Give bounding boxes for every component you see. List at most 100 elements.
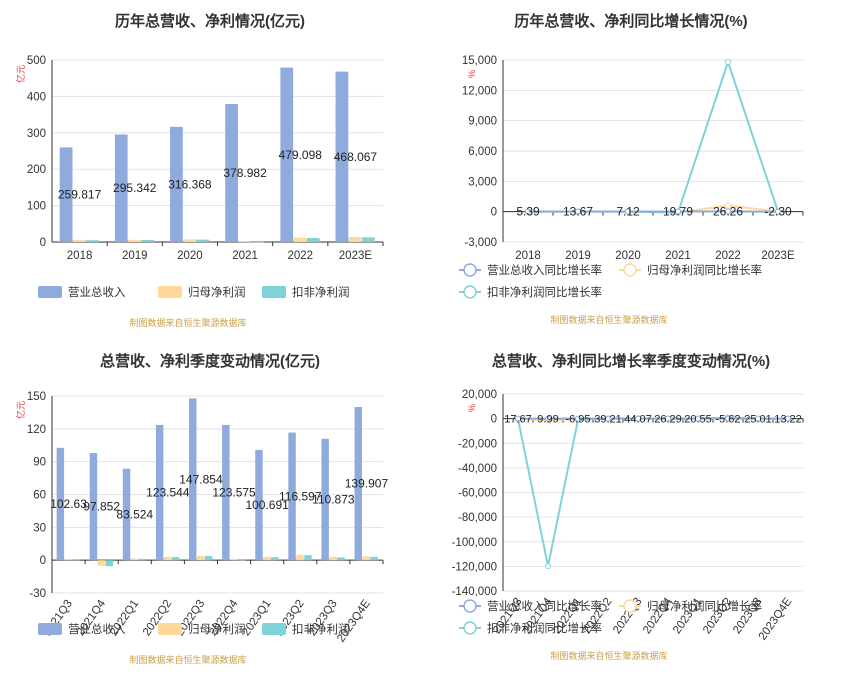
legend-label: 扣非净利润 — [292, 622, 350, 636]
data-point — [725, 202, 731, 209]
bar — [97, 560, 106, 566]
data-point — [575, 208, 581, 215]
bar — [204, 556, 213, 561]
legend-label: 营业总收入同比增长率 — [487, 263, 602, 277]
y-tick-label: 9,000 — [468, 116, 497, 128]
bar — [72, 559, 80, 561]
x-tick-label: 2020 — [177, 250, 203, 262]
chart-quarterly-growth: 总营收、净利同比增长率季度变动情况(%)% -140,000 -120,000 -10… — [452, 352, 804, 661]
legend-label: 扣非净利润同比增长率 — [487, 285, 602, 299]
legend-swatch-marker — [623, 263, 637, 277]
bar — [122, 468, 131, 561]
bar — [370, 556, 378, 561]
bar — [171, 557, 180, 561]
bar — [163, 556, 172, 561]
data-label: 100.691 — [245, 498, 289, 512]
y-tick-label: -80,000 — [458, 512, 497, 524]
data-point — [775, 208, 781, 215]
y-tick-label: -3,000 — [464, 237, 497, 249]
x-tick-label: 2022 — [287, 250, 313, 262]
chart-title: 历年总营收、净利情况(亿元) — [115, 12, 305, 30]
data-label: 17.67 — [504, 414, 532, 426]
y-tick-label: 3,000 — [468, 176, 497, 188]
data-point — [625, 208, 631, 215]
bar — [170, 126, 183, 242]
bar — [293, 237, 307, 242]
data-label: 479.098 — [279, 148, 323, 162]
data-label: 378.982 — [223, 166, 267, 180]
bar — [138, 558, 147, 561]
panel-annual-growth: 历年总营收、净利同比增长情况(%)% -3,000 0 3,000 6,000 9,000… — [421, 0, 842, 340]
bar — [271, 557, 279, 561]
bar — [321, 438, 329, 561]
x-tick-label: 2021 — [232, 250, 258, 262]
bar — [155, 424, 164, 561]
bar — [362, 237, 375, 242]
legend-swatch — [262, 623, 286, 635]
bar — [304, 555, 312, 561]
bar — [263, 556, 271, 561]
data-label: 123.544 — [146, 486, 190, 500]
data-label: 13.67 — [563, 205, 593, 219]
data-label: 116.597 — [279, 489, 322, 503]
y-tick-label: 6,000 — [468, 146, 497, 158]
data-label: 123.575 — [212, 486, 256, 500]
y-tick-label: -100,000 — [452, 537, 497, 549]
y-tick-label: 0 — [491, 207, 497, 219]
data-point — [725, 208, 731, 215]
chart-quarterly-revenue-profit: 总营收、净利季度变动情况(亿元)亿元-3003060901201502021Q3… — [15, 352, 388, 665]
x-tick-label: 2023Q4E — [335, 598, 373, 645]
x-tick-label: 2021 — [665, 250, 691, 262]
source-note: 制图数据来自恒生聚源数据库 — [129, 317, 246, 328]
bar — [335, 71, 349, 242]
chart-title: 历年总营收、净利同比增长情况(%) — [514, 12, 747, 30]
y-tick-label: 0 — [491, 414, 497, 426]
x-tick-label: 2020 — [615, 250, 641, 262]
bar — [105, 560, 114, 567]
y-tick-label: -140,000 — [452, 586, 497, 598]
x-tick-label: 2019 — [122, 250, 148, 262]
chart-annual-growth: 历年总营收、净利同比增长情况(%)% -3,000 0 3,000 6,000 9,000… — [459, 12, 804, 325]
legend-swatch — [158, 286, 182, 298]
series-line — [517, 416, 789, 567]
source-note: 制图数据来自恒生聚源数据库 — [550, 650, 667, 661]
bar — [238, 559, 246, 561]
legend-label: 归母净利润同比增长率 — [647, 599, 762, 613]
x-tick-label: 2019 — [565, 250, 591, 262]
y-tick-label: 150 — [27, 391, 46, 403]
bar — [329, 556, 337, 561]
data-point — [545, 563, 551, 570]
data-point — [665, 415, 671, 422]
y-tick-label: 400 — [27, 91, 46, 103]
bar — [288, 432, 296, 561]
legend-label: 扣非净利润同比增长率 — [487, 621, 602, 635]
bar — [348, 236, 362, 242]
bar — [337, 557, 345, 561]
data-label: 468.067 — [334, 150, 378, 164]
bar — [196, 239, 210, 242]
x-tick-label: 2023E — [339, 250, 373, 262]
y-tick-label: -20,000 — [458, 438, 497, 450]
bar — [59, 147, 73, 242]
bar — [225, 104, 238, 242]
bar — [280, 67, 294, 242]
y-tick-label: -120,000 — [452, 561, 497, 573]
bar — [141, 239, 155, 242]
data-point — [755, 415, 761, 422]
y-tick-label: 0 — [40, 237, 46, 249]
series-line — [527, 58, 779, 214]
legend-swatch-marker — [463, 263, 477, 277]
data-point — [635, 415, 641, 422]
legend-label: 营业总收入 — [68, 285, 126, 299]
bar — [354, 407, 362, 561]
y-unit-label: % — [467, 70, 477, 78]
data-point — [695, 415, 701, 422]
legend-swatch-marker — [463, 621, 477, 635]
legend-swatch-marker — [463, 599, 477, 613]
source-note: 制图数据来自恒生聚源数据库 — [550, 314, 667, 325]
legend-label: 扣非净利润 — [292, 285, 350, 299]
y-tick-label: 20,000 — [462, 389, 497, 401]
bar — [183, 239, 197, 242]
data-label: 259.817 — [58, 188, 102, 202]
bar — [56, 447, 65, 561]
